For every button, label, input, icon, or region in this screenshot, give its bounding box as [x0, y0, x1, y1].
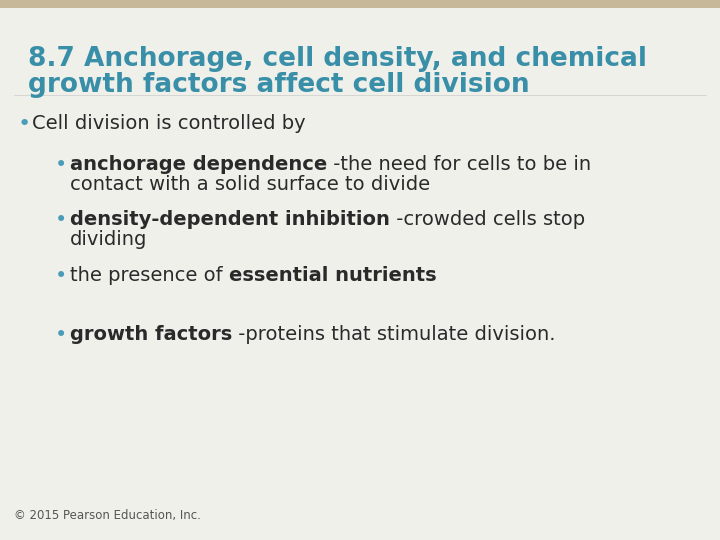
Text: •: • [18, 114, 31, 134]
Text: •: • [55, 266, 67, 286]
Text: contact with a solid surface to divide: contact with a solid surface to divide [70, 175, 430, 194]
Text: Cell division is controlled by: Cell division is controlled by [32, 114, 305, 133]
Text: •: • [55, 210, 67, 230]
Text: -crowded cells stop: -crowded cells stop [390, 210, 585, 229]
Text: •: • [55, 155, 67, 175]
Text: dividing: dividing [70, 230, 148, 249]
Text: growth factors affect cell division: growth factors affect cell division [28, 72, 530, 98]
Text: the presence of: the presence of [70, 266, 229, 285]
Text: -proteins that stimulate division.: -proteins that stimulate division. [233, 325, 556, 344]
Text: © 2015 Pearson Education, Inc.: © 2015 Pearson Education, Inc. [14, 509, 201, 522]
Text: •: • [55, 325, 67, 345]
Text: 8.7 Anchorage, cell density, and chemical: 8.7 Anchorage, cell density, and chemica… [28, 46, 647, 72]
Text: growth factors: growth factors [70, 325, 233, 344]
Text: anchorage dependence: anchorage dependence [70, 155, 328, 174]
Text: essential nutrients: essential nutrients [229, 266, 436, 285]
Text: -the need for cells to be in: -the need for cells to be in [328, 155, 591, 174]
Text: density-dependent inhibition: density-dependent inhibition [70, 210, 390, 229]
Bar [0, 0, 720, 8]
